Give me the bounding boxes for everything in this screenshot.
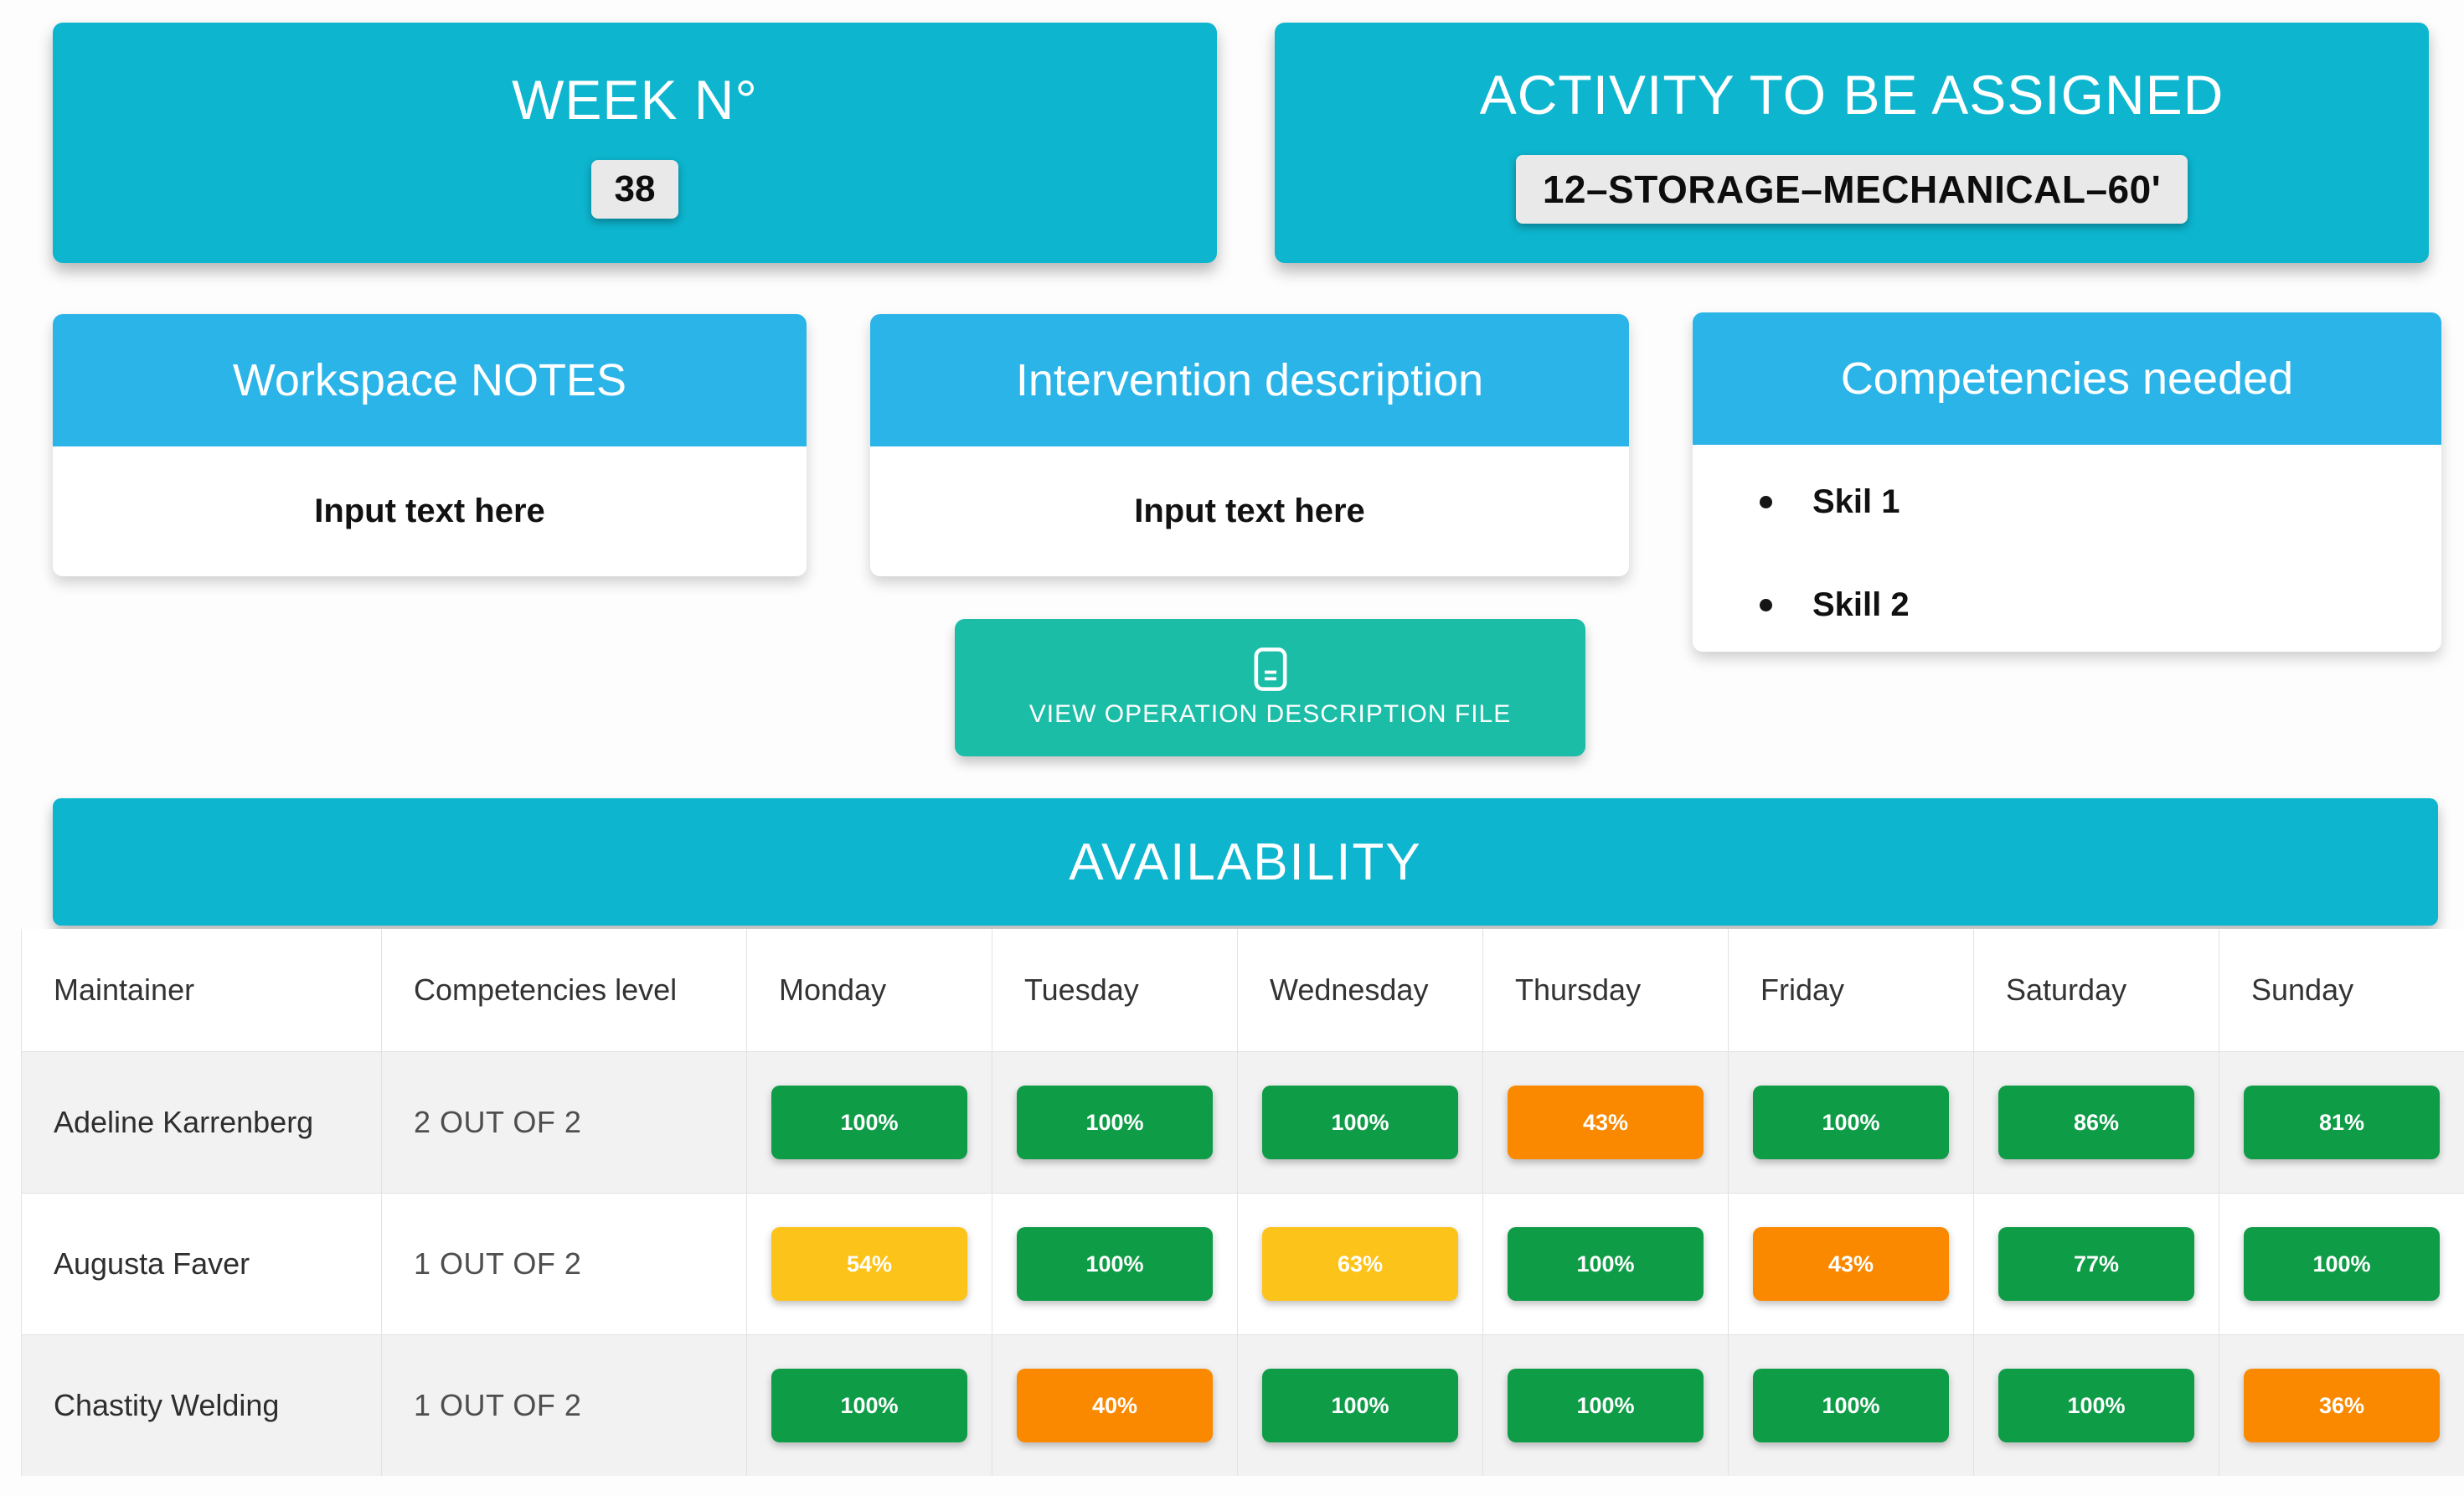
column-header-friday: Friday: [1728, 929, 1973, 1051]
table-row: Chastity Welding 1 OUT OF 2 100% 40% 100…: [21, 1334, 2464, 1476]
availability-badge[interactable]: 100%: [1017, 1227, 1213, 1301]
competencies-needed-card: Competencies needed Skil 1 Skill 2: [1693, 312, 2441, 652]
maintainer-name: Augusta Faver: [21, 1194, 381, 1334]
table-row: Adeline Karrenberg 2 OUT OF 2 100% 100% …: [21, 1051, 2464, 1193]
activity-card-title: ACTIVITY TO BE ASSIGNED: [1479, 63, 2224, 126]
availability-badge[interactable]: 36%: [2244, 1369, 2440, 1442]
document-icon: [1254, 647, 1286, 691]
availability-header: AVAILABILITY: [53, 798, 2438, 926]
availability-badge[interactable]: 40%: [1017, 1369, 1213, 1442]
availability-badge[interactable]: 86%: [1998, 1086, 2194, 1159]
skill-label: Skill 2: [1812, 586, 1910, 623]
week-number-value: 38: [590, 159, 679, 219]
availability-badge[interactable]: 43%: [1753, 1227, 1949, 1301]
week-card-title: WEEK N°: [512, 68, 758, 131]
availability-badge[interactable]: 100%: [1508, 1227, 1704, 1301]
view-operation-file-button[interactable]: VIEW OPERATION DESCRIPTION FILE: [955, 619, 1585, 756]
competency-level: 1 OUT OF 2: [381, 1194, 746, 1334]
skill-label: Skil 1: [1812, 483, 1900, 520]
availability-badge[interactable]: 100%: [1998, 1369, 2194, 1442]
availability-badge[interactable]: 81%: [2244, 1086, 2440, 1159]
list-item: Skil 1: [1760, 483, 2441, 521]
intervention-description-input[interactable]: Input text here: [1134, 493, 1365, 529]
list-item: Skill 2: [1760, 586, 2441, 624]
workspace-notes-card: Workspace NOTES Input text here: [53, 314, 807, 576]
availability-badge[interactable]: 100%: [2244, 1227, 2440, 1301]
bullet-icon: [1760, 599, 1772, 611]
activity-value: 12–STORAGE–MECHANICAL–60': [1515, 154, 2188, 224]
table-header-row: Maintainer Competencies level Monday Tue…: [21, 929, 2464, 1051]
intervention-description-title: Intervention description: [870, 314, 1629, 446]
column-header-monday: Monday: [746, 929, 992, 1051]
competency-level: 2 OUT OF 2: [381, 1052, 746, 1193]
availability-badge[interactable]: 100%: [1753, 1369, 1949, 1442]
maintainer-name: Adeline Karrenberg: [21, 1052, 381, 1193]
table-row: Augusta Faver 1 OUT OF 2 54% 100% 63% 10…: [21, 1193, 2464, 1334]
bullet-icon: [1760, 496, 1772, 508]
competencies-needed-title: Competencies needed: [1693, 312, 2441, 445]
availability-badge[interactable]: 100%: [1753, 1086, 1949, 1159]
workspace-notes-input[interactable]: Input text here: [314, 493, 545, 529]
activity-card: ACTIVITY TO BE ASSIGNED 12–STORAGE–MECHA…: [1275, 23, 2429, 263]
column-header-saturday: Saturday: [1973, 929, 2219, 1051]
availability-title: AVAILABILITY: [1069, 833, 1422, 891]
availability-badge[interactable]: 100%: [771, 1369, 967, 1442]
view-operation-file-label: VIEW OPERATION DESCRIPTION FILE: [1028, 700, 1512, 728]
week-card: WEEK N° 38: [53, 23, 1217, 263]
availability-table: Maintainer Competencies level Monday Tue…: [21, 929, 2464, 1476]
availability-badge[interactable]: 54%: [771, 1227, 967, 1301]
column-header-wednesday: Wednesday: [1237, 929, 1482, 1051]
availability-badge[interactable]: 77%: [1998, 1227, 2194, 1301]
column-header-thursday: Thursday: [1482, 929, 1728, 1051]
maintainer-name: Chastity Welding: [21, 1335, 381, 1476]
column-header-tuesday: Tuesday: [992, 929, 1237, 1051]
availability-badge[interactable]: 43%: [1508, 1086, 1704, 1159]
intervention-description-card: Intervention description Input text here: [870, 314, 1629, 576]
column-header-competencies-level: Competencies level: [381, 929, 746, 1051]
availability-badge[interactable]: 100%: [771, 1086, 967, 1159]
competencies-list: Skil 1 Skill 2: [1693, 445, 2441, 624]
availability-badge[interactable]: 100%: [1262, 1086, 1458, 1159]
competency-level: 1 OUT OF 2: [381, 1335, 746, 1476]
workspace-notes-title: Workspace NOTES: [53, 314, 807, 446]
column-header-maintainer: Maintainer: [21, 929, 381, 1051]
availability-badge[interactable]: 100%: [1262, 1369, 1458, 1442]
availability-badge[interactable]: 63%: [1262, 1227, 1458, 1301]
column-header-sunday: Sunday: [2219, 929, 2464, 1051]
availability-badge[interactable]: 100%: [1508, 1369, 1704, 1442]
availability-badge[interactable]: 100%: [1017, 1086, 1213, 1159]
